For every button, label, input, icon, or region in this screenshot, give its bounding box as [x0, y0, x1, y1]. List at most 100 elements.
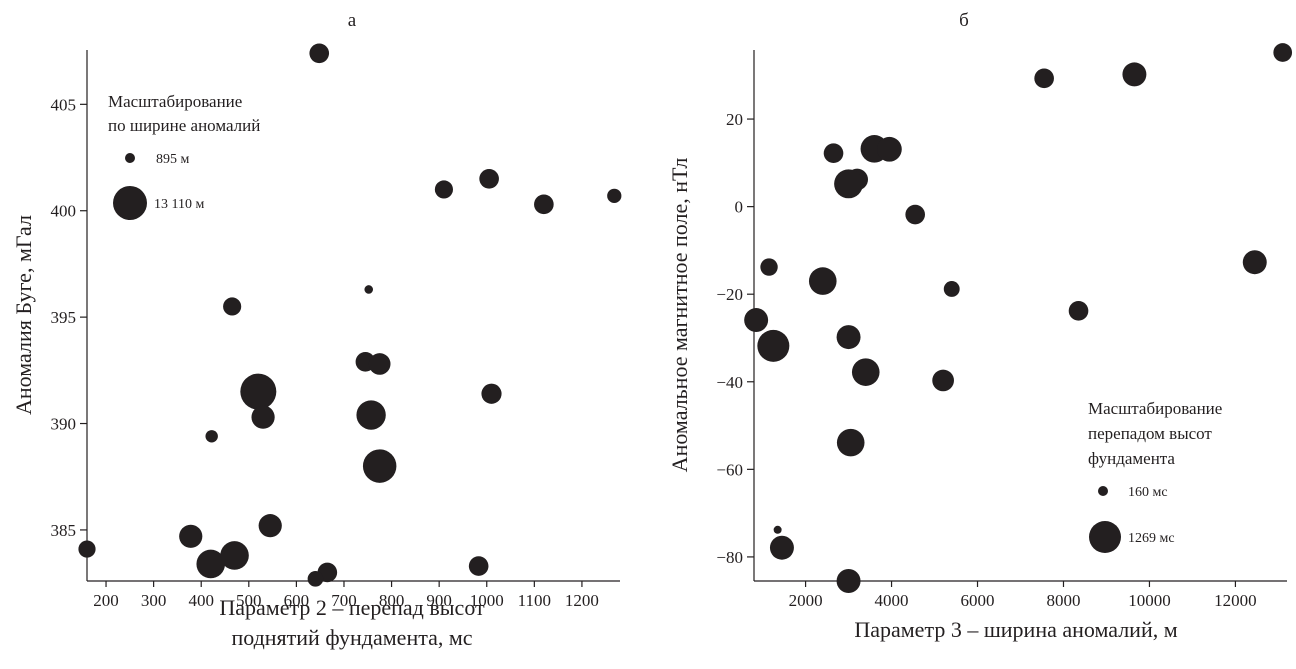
y-tick-label: −80 [716, 548, 743, 567]
data-point [1034, 68, 1054, 89]
panel-a-letter: а [348, 10, 357, 31]
panel-a-legend: Масштабирование по ширине аномалий 895 м… [108, 92, 260, 220]
panel-a-legend-min-label: 895 м [156, 152, 190, 167]
panel-b-x-ticks: 2000 4000 6000 8000 10000 12000 [789, 581, 1257, 610]
x-tick-label: 900 [426, 591, 452, 610]
panel-b-letter: б [959, 10, 969, 31]
panel-a-x-title-line2: поднятий фундамента, мс [231, 625, 472, 650]
panel-a-chart: а 200 300 400 500 600 700 800 900 1000 1100 1200 3… [11, 10, 622, 650]
y-tick-label: 20 [726, 110, 743, 129]
x-tick-label: 300 [141, 591, 167, 610]
data-point [309, 43, 330, 64]
data-point [834, 169, 864, 199]
data-point [356, 400, 386, 430]
data-point [760, 258, 778, 276]
panel-b-legend-max-label: 1269 мс [1128, 531, 1175, 546]
y-tick-label: −60 [716, 460, 743, 479]
data-point [877, 136, 902, 162]
data-point [179, 524, 203, 548]
data-point [205, 430, 218, 443]
data-point [78, 540, 96, 558]
data-point [757, 329, 790, 362]
panel-b-legend: Масштабирование перепадом высот фундамен… [1088, 399, 1222, 553]
panel-b-y-ticks: −80 −60 −40 −20 0 20 [716, 110, 754, 567]
panel-a-x-ticks: 200 300 400 500 600 700 800 900 1000 1100 1200 [93, 581, 599, 610]
data-point [932, 369, 954, 392]
x-tick-label: 200 [93, 591, 119, 610]
panel-a-legend-small-marker [125, 153, 135, 163]
x-tick-label: 1200 [565, 591, 599, 610]
data-point [468, 556, 489, 576]
data-point [607, 188, 622, 203]
data-point [220, 541, 249, 570]
data-point [240, 373, 277, 410]
data-point [744, 308, 769, 333]
x-tick-label: 12000 [1214, 591, 1257, 610]
panel-a-y-ticks: 385 390 395 400 405 [51, 95, 87, 540]
data-point [481, 383, 502, 404]
panel-a-legend-title-line2: по ширине аномалий [108, 116, 260, 135]
x-tick-label: 6000 [961, 591, 995, 610]
data-point [823, 143, 844, 164]
data-point [534, 194, 554, 215]
panel-a-legend-max-label: 13 110 м [154, 197, 204, 212]
panel-a-legend-large-marker [113, 186, 147, 220]
x-tick-label: 1100 [518, 591, 551, 610]
data-point [434, 180, 453, 199]
data-point [836, 325, 861, 350]
y-tick-label: 395 [51, 308, 77, 327]
panel-b-points [744, 43, 1293, 593]
panel-b-legend-title-line2: перепадом высот [1088, 424, 1212, 443]
data-point [364, 285, 374, 294]
data-point [1242, 250, 1267, 275]
data-point [773, 525, 782, 534]
y-tick-label: 390 [51, 415, 77, 434]
panel-b-y-title: Аномальное магнитное поле, нТл [667, 158, 692, 473]
y-tick-label: 0 [735, 198, 744, 217]
x-tick-label: 4000 [875, 591, 909, 610]
data-point [223, 297, 242, 316]
data-point [251, 405, 275, 429]
data-point [479, 168, 499, 189]
x-tick-label: 400 [188, 591, 214, 610]
x-tick-label: 500 [236, 591, 262, 610]
panel-b-chart: б 2000 4000 6000 8000 10000 12000 −80 −60 −40 −2… [667, 10, 1293, 642]
x-tick-label: 1000 [470, 591, 504, 610]
x-tick-label: 700 [331, 591, 357, 610]
data-point [368, 353, 391, 375]
data-point [307, 571, 324, 587]
data-point [943, 280, 960, 297]
data-point [362, 449, 397, 483]
data-point [1068, 301, 1089, 321]
x-tick-label: 600 [284, 591, 310, 610]
y-tick-label: −40 [716, 373, 743, 392]
y-tick-label: 400 [51, 202, 77, 221]
panel-b-legend-large-marker [1089, 521, 1121, 553]
panel-b-legend-min-label: 160 мс [1128, 485, 1168, 500]
data-point [851, 358, 880, 386]
x-tick-label: 800 [379, 591, 405, 610]
data-point [836, 569, 861, 593]
x-tick-label: 2000 [789, 591, 823, 610]
x-tick-label: 10000 [1128, 591, 1171, 610]
data-point [1122, 62, 1147, 87]
panel-a-legend-title-line1: Масштабирование [108, 92, 242, 111]
y-tick-label: 385 [51, 521, 77, 540]
data-point [905, 204, 925, 225]
data-point [1273, 43, 1293, 62]
y-tick-label: −20 [716, 285, 743, 304]
panel-b-legend-small-marker [1098, 486, 1108, 496]
panel-b-legend-title-line3: фундамента [1088, 449, 1175, 468]
panel-a-x-title-line1: Параметр 2 – перепад высот [219, 595, 485, 620]
data-point [258, 514, 282, 538]
data-point [808, 267, 837, 295]
data-point [836, 428, 865, 457]
y-tick-label: 405 [51, 95, 77, 114]
panel-b-x-title: Параметр 3 – ширина аномалий, м [854, 617, 1177, 642]
x-tick-label: 8000 [1046, 591, 1080, 610]
data-point [196, 549, 226, 579]
panel-a-y-title: Аномалия Буге, мГал [11, 215, 36, 415]
panel-a-points [78, 43, 622, 587]
panel-b-legend-title-line1: Масштабирование [1088, 399, 1222, 418]
